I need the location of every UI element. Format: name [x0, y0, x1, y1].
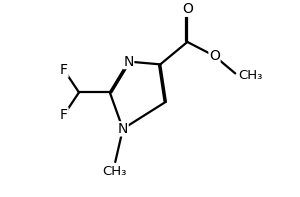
Text: O: O: [182, 2, 193, 16]
Text: F: F: [60, 63, 68, 77]
Text: CH₃: CH₃: [102, 165, 127, 178]
Text: N: N: [123, 55, 134, 69]
Text: CH₃: CH₃: [238, 69, 262, 82]
Text: N: N: [118, 122, 128, 136]
Text: O: O: [209, 49, 220, 63]
Text: F: F: [60, 108, 68, 122]
